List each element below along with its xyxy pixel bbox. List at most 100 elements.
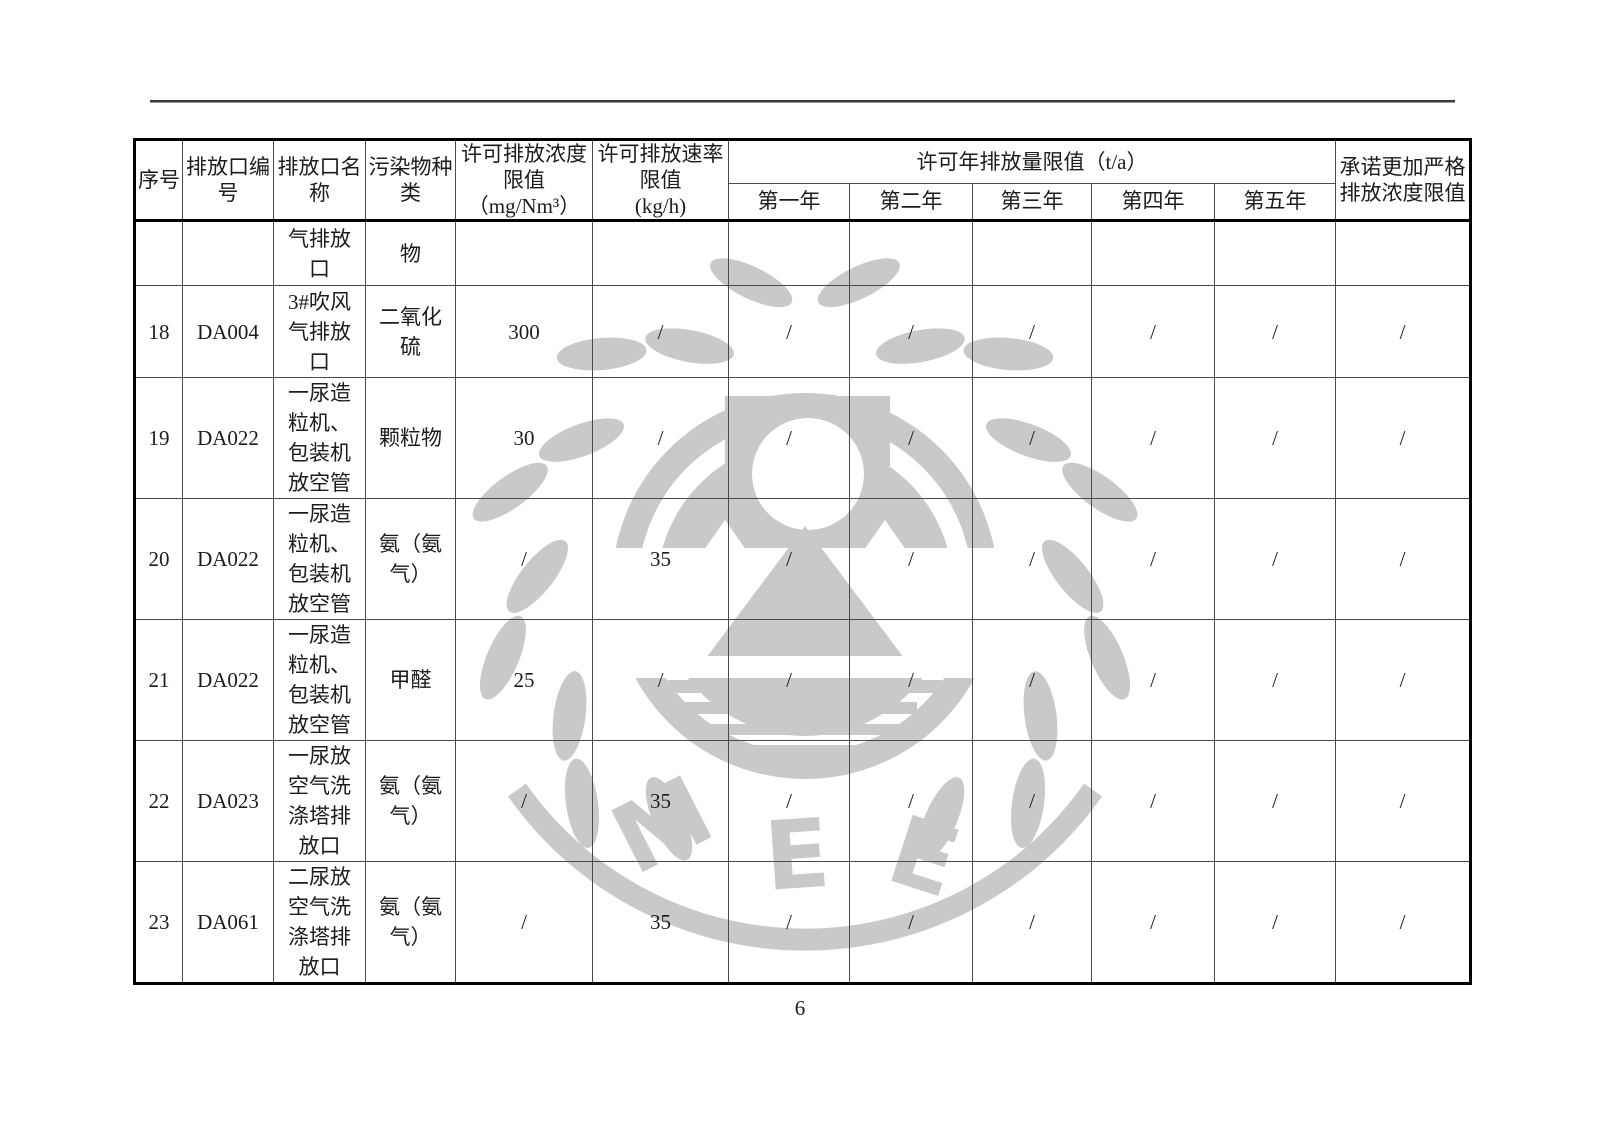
table-row-18: 18 DA004 3#吹风 气排放 口 二氧化 硫 300 / / / / / … [134, 285, 1472, 378]
cell-pollutant: 二氧化 硫 [365, 285, 456, 378]
table-row-20: 20 DA022 一尿造 粒机、 包装机 放空管 氨（氨 气） / 35 / /… [134, 498, 1472, 620]
cell-pollutant: 甲醛 [365, 619, 456, 741]
col-header-annual-limit: 许可年排放量限值（t/a） [727, 139, 1337, 184]
cell-year-3: / [972, 377, 1092, 499]
cell-year-5: / [1213, 377, 1337, 499]
page-number: 6 [794, 996, 806, 1020]
cell-year-1: / [728, 285, 850, 378]
cell-pollutant: 氨（氨 气） [365, 498, 456, 620]
cell-year-1: / [728, 740, 850, 862]
cell-year-4: / [1091, 285, 1215, 378]
cell-year-5: / [1213, 861, 1337, 984]
col-header-pollutant: 污染物种 类 [365, 139, 456, 222]
cell-outlet-no: DA022 [182, 619, 274, 741]
cell-year-3 [972, 220, 1092, 286]
col-header-outlet-no: 排放口编 号 [182, 139, 274, 222]
cell-conc: / [455, 740, 593, 862]
cell-year-2: / [849, 498, 973, 620]
cell-year-5: / [1213, 619, 1337, 741]
col-header-outlet-name: 排放口名 称 [273, 139, 366, 222]
cell-year-1: / [728, 619, 850, 741]
cell-year-3: / [972, 498, 1092, 620]
cell-year-4: / [1091, 619, 1215, 741]
cell-year-5: / [1213, 740, 1337, 862]
cell-conc [455, 220, 593, 286]
cell-rate: / [592, 619, 729, 741]
cell-rate: 35 [592, 740, 729, 862]
cell-outlet-name: 气排放 口 [273, 220, 366, 286]
cell-year-4: / [1091, 377, 1215, 499]
emission-limits-table: 序号 排放口编 号 排放口名 称 污染物种 类 许可排放浓度 限值 （mg/Nm… [133, 138, 1473, 985]
table-row-21: 21 DA022 一尿造 粒机、 包装机 放空管 甲醛 25 / / / / /… [134, 619, 1472, 741]
cell-promise: / [1335, 619, 1472, 741]
header-row-1: 序号 排放口编 号 排放口名 称 污染物种 类 许可排放浓度 限值 （mg/Nm… [134, 139, 1472, 222]
cell-promise: / [1335, 498, 1472, 620]
cell-pollutant: 颗粒物 [365, 377, 456, 499]
cell-year-5: / [1213, 285, 1337, 378]
cell-outlet-no: DA022 [182, 377, 274, 499]
cell-outlet-name: 二尿放 空气洗 涤塔排 放口 [273, 861, 366, 984]
cell-conc: / [455, 861, 593, 984]
header-row-2: 第一年 第二年 第三年 第四年 第五年 [135, 182, 1471, 223]
cell-outlet-no [182, 220, 274, 286]
cell-year-4: / [1091, 740, 1215, 862]
table-row-continuation: 气排放 口 物 [134, 220, 1472, 286]
cell-promise: / [1335, 377, 1472, 499]
cell-conc: 25 [455, 619, 593, 741]
cell-seq [134, 220, 183, 286]
cell-rate: / [592, 377, 729, 499]
cell-year-4: / [1091, 861, 1215, 984]
col-header-year-3: 第三年 [972, 182, 1092, 223]
cell-year-3: / [972, 285, 1092, 378]
cell-pollutant: 物 [365, 220, 456, 286]
cell-rate [592, 220, 729, 286]
cell-seq: 22 [134, 740, 183, 862]
cell-outlet-name: 一尿造 粒机、 包装机 放空管 [273, 619, 366, 741]
col-header-rate-limit: 许可排放速率 限值 (kg/h) [592, 139, 729, 222]
cell-seq: 20 [134, 498, 183, 620]
table-row-19: 19 DA022 一尿造 粒机、 包装机 放空管 颗粒物 30 / / / / … [134, 377, 1472, 499]
table-row-23: 23 DA061 二尿放 空气洗 涤塔排 放口 氨（氨 气） / 35 / / … [134, 861, 1472, 984]
cell-seq: 23 [134, 861, 183, 984]
cell-outlet-no: DA023 [182, 740, 274, 862]
cell-year-3: / [972, 740, 1092, 862]
cell-rate: / [592, 285, 729, 378]
cell-outlet-name: 一尿放 空气洗 涤塔排 放口 [273, 740, 366, 862]
cell-year-1 [728, 220, 850, 286]
cell-outlet-name: 一尿造 粒机、 包装机 放空管 [273, 498, 366, 620]
cell-outlet-name: 3#吹风 气排放 口 [273, 285, 366, 378]
cell-year-4 [1091, 220, 1215, 286]
col-header-year-4: 第四年 [1091, 182, 1215, 223]
cell-outlet-name: 一尿造 粒机、 包装机 放空管 [273, 377, 366, 499]
cell-promise: / [1335, 285, 1472, 378]
cell-year-5 [1213, 220, 1337, 286]
cell-rate: 35 [592, 861, 729, 984]
col-header-year-2: 第二年 [849, 182, 973, 223]
cell-conc: / [455, 498, 593, 620]
cell-promise: / [1335, 740, 1472, 862]
col-header-conc-limit: 许可排放浓度 限值 （mg/Nm³） [455, 139, 593, 222]
cell-outlet-no: DA004 [182, 285, 274, 378]
col-header-year-5: 第五年 [1213, 182, 1337, 223]
cell-year-2: / [849, 285, 973, 378]
cell-pollutant: 氨（氨 气） [365, 740, 456, 862]
cell-year-2 [849, 220, 973, 286]
cell-seq: 18 [134, 285, 183, 378]
cell-seq: 21 [134, 619, 183, 741]
table-row-22: 22 DA023 一尿放 空气洗 涤塔排 放口 氨（氨 气） / 35 / / … [134, 740, 1472, 862]
cell-year-2: / [849, 377, 973, 499]
cell-conc: 300 [455, 285, 593, 378]
cell-rate: 35 [592, 498, 729, 620]
cell-year-4: / [1091, 498, 1215, 620]
cell-conc: 30 [455, 377, 593, 499]
cell-pollutant: 氨（氨 气） [365, 861, 456, 984]
cell-year-5: / [1213, 498, 1337, 620]
cell-outlet-no: DA022 [182, 498, 274, 620]
col-header-seq: 序号 [134, 139, 183, 222]
cell-year-1: / [728, 377, 850, 499]
cell-year-2: / [849, 740, 973, 862]
cell-year-1: / [728, 861, 850, 984]
cell-year-3: / [972, 861, 1092, 984]
cell-year-3: / [972, 619, 1092, 741]
col-header-promise: 承诺更加严格 排放浓度限值 [1335, 139, 1472, 222]
